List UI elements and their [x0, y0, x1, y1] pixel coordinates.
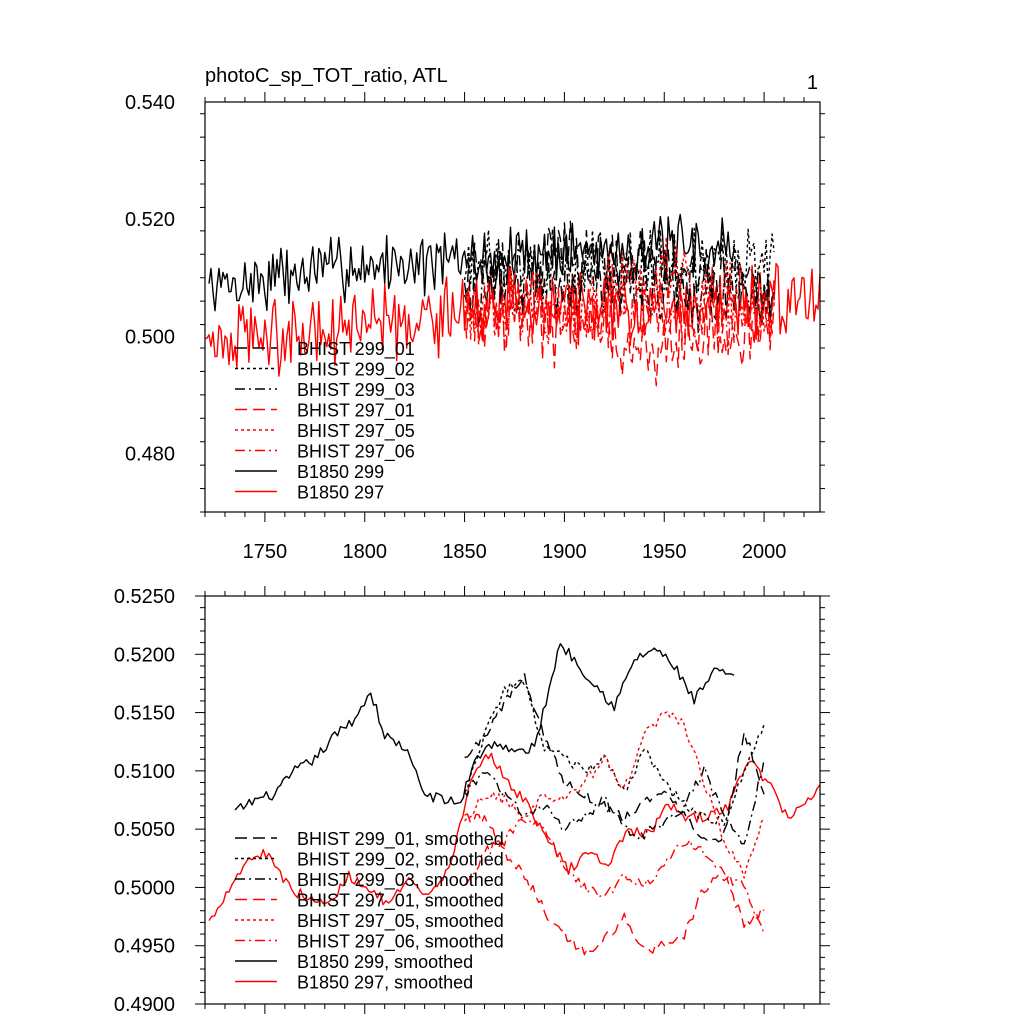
- series-line-bhist-297-06-smoothed: [464, 818, 765, 935]
- legend-label-bhist-299-01-smoothed: BHIST 299_01, smoothed: [297, 829, 504, 850]
- series-line-bhist-297-06: [463, 265, 775, 356]
- bottom-chart: 0.5250 0.5200 0.5150 0.5100 0.5050 0.5000 0.49…: [114, 586, 830, 1016]
- page-number-label: 1: [807, 72, 818, 94]
- x-tick-label: 1950: [642, 541, 687, 563]
- series-line-bhist-299-03-smoothed: [464, 759, 765, 845]
- series-line-bhist-299-03: [463, 239, 775, 333]
- y-tick-label: 0.5150: [114, 703, 175, 725]
- x-tick-label: 1800: [342, 541, 387, 563]
- legend-label-bhist-299-02: BHIST 299_02: [297, 360, 415, 381]
- chart-title: photoC_sp_TOT_ratio, ATL: [205, 65, 448, 87]
- y-tick-label: 0.5200: [114, 644, 175, 666]
- series-group: [208, 643, 820, 956]
- y-tick-label: 0.5000: [114, 877, 175, 899]
- y-tick-label: 0.500: [125, 326, 175, 348]
- legend-label-bhist-299-02-smoothed: BHIST 299_02, smoothed: [297, 850, 504, 871]
- x-tick-label: 2000: [742, 541, 787, 563]
- y-tick-label: 0.520: [125, 209, 175, 231]
- legend-label-bhist-297-06-smoothed: BHIST 297_06, smoothed: [297, 932, 504, 953]
- y-tick-label: 0.4950: [114, 936, 175, 958]
- x-tick-label: 1900: [542, 541, 587, 563]
- top-chart: photoC_sp_TOT_ratio, ATL 1750 1800 1850 1900…: [125, 65, 825, 563]
- legend-label-bhist-297-05-smoothed: BHIST 297_05, smoothed: [297, 911, 504, 932]
- legend-label-bhist-297-05: BHIST 297_05: [297, 421, 415, 442]
- series-line-b1850-297-smoothed: [208, 752, 820, 921]
- y-tick-label: 0.5100: [114, 761, 175, 783]
- legend-label-bhist-299-03: BHIST 299_03: [297, 380, 415, 401]
- series-line-bhist-299-01-smoothed: [464, 673, 765, 843]
- legend-label-b1850-297-smoothed: B1850 297, smoothed: [297, 973, 473, 993]
- legend-label-b1850-299-smoothed: B1850 299, smoothed: [297, 952, 473, 972]
- series-line-b1850-299: [208, 213, 737, 312]
- series-line-bhist-297-01-smoothed: [464, 813, 765, 956]
- legend-label-bhist-297-01-smoothed: BHIST 297_01, smoothed: [297, 891, 504, 912]
- legend-label-bhist-297-06: BHIST 297_06: [297, 442, 415, 463]
- y-tick-label: 0.5250: [114, 586, 175, 608]
- series-group: [205, 213, 820, 387]
- plot-frame: [204, 595, 821, 1005]
- y-tick-label: 0.4900: [114, 994, 175, 1016]
- y-tick-label: 0.480: [125, 443, 175, 465]
- y-tick-label: 0.5050: [114, 819, 175, 841]
- y-tick-label: 0.540: [125, 92, 175, 114]
- series-line-b1850-299-smoothed: [234, 643, 735, 811]
- legend-label-bhist-299-03-smoothed: BHIST 299_03, smoothed: [297, 870, 504, 891]
- legend-label-bhist-297-01: BHIST 297_01: [297, 401, 415, 422]
- x-tick-label: 1850: [442, 541, 487, 563]
- series-line-bhist-297-05-smoothed: [464, 711, 765, 879]
- x-tick-label: 1750: [243, 541, 288, 563]
- legend-label-b1850-299: B1850 299: [297, 462, 384, 482]
- series-line-bhist-299-01: [463, 220, 775, 324]
- legend-label-bhist-299-01: BHIST 299_01: [297, 339, 415, 360]
- series-line-bhist-299-02-smoothed: [464, 679, 765, 826]
- series-line-bhist-297-01: [463, 281, 775, 387]
- plot-frame: [204, 101, 821, 513]
- legend-label-b1850-297: B1850 297: [297, 483, 384, 503]
